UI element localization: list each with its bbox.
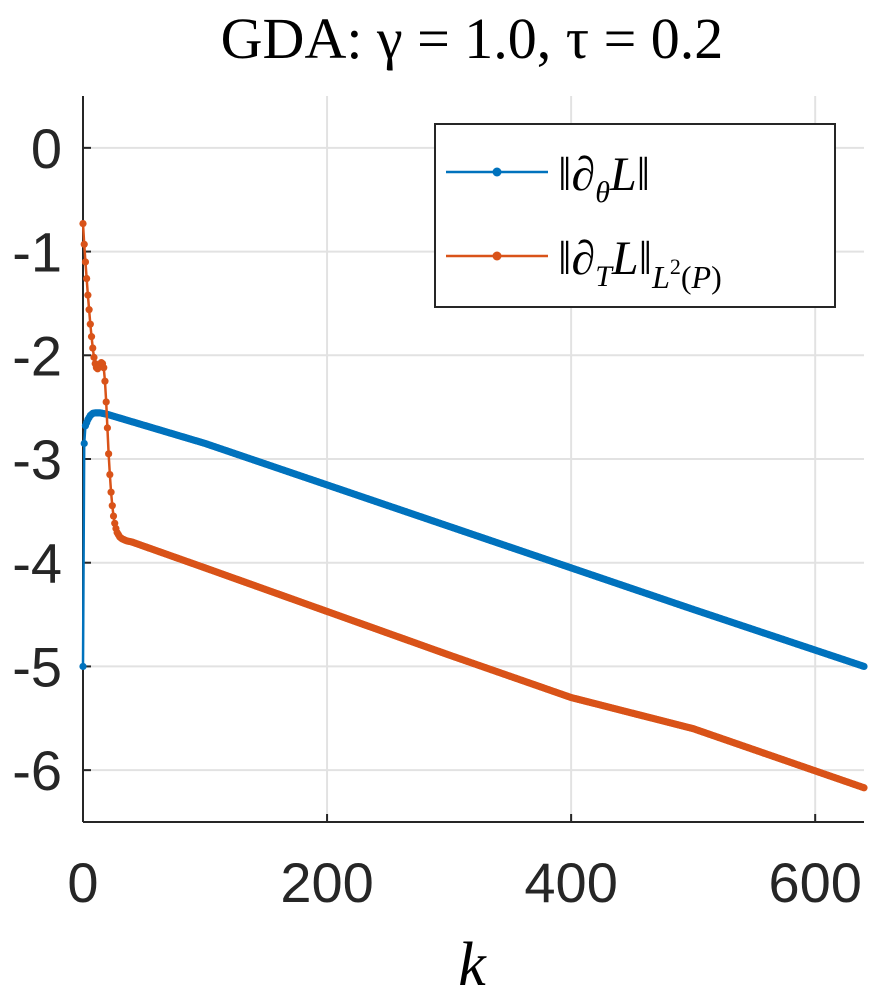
- x-tick-label: 200: [280, 851, 373, 914]
- data-point: [101, 377, 109, 385]
- data-point: [86, 320, 94, 328]
- legend-marker: [492, 167, 502, 177]
- data-point: [85, 306, 93, 314]
- data-point: [107, 488, 115, 496]
- y-tick-label: -2: [12, 324, 62, 387]
- x-axis-label: k: [458, 931, 487, 997]
- series-line: [81, 223, 865, 789]
- data-point: [80, 439, 88, 448]
- chart-title: GDA: γ = 1.0, τ = 0.2: [221, 6, 724, 71]
- data-point: [103, 424, 112, 432]
- data-point: [80, 240, 88, 248]
- legend: ‖∂θL‖‖∂TL‖L2(P): [434, 123, 836, 308]
- data-point: [87, 333, 96, 341]
- data-point: [106, 470, 114, 479]
- y-tick-label: -6: [12, 739, 62, 802]
- data-point: [90, 353, 98, 361]
- data-point: [860, 662, 868, 671]
- data-point: [81, 258, 90, 266]
- y-tick-label: -1: [12, 221, 62, 284]
- data-point: [102, 398, 110, 406]
- data-point: [860, 784, 868, 792]
- series-1: [79, 219, 868, 792]
- plot-area: [79, 219, 868, 792]
- data-point: [89, 344, 97, 352]
- y-tick-label: 0: [31, 117, 62, 180]
- data-point: [79, 219, 87, 228]
- x-tick-label: 0: [67, 851, 98, 914]
- x-tick-label: 600: [768, 851, 861, 914]
- data-point: [108, 502, 116, 510]
- y-tick-label: -5: [12, 635, 62, 698]
- series-0: [79, 409, 868, 671]
- data-point: [105, 450, 113, 458]
- data-point: [83, 274, 91, 283]
- tick-labels: 0 200 400 600 0 -1 -2 -3 -4 -5 -6: [12, 117, 862, 914]
- legend-marker: [492, 251, 502, 261]
- data-point: [79, 662, 87, 671]
- data-point: [84, 291, 92, 299]
- data-point: [100, 364, 108, 372]
- legend-box: [434, 123, 836, 308]
- y-tick-label: -4: [12, 532, 62, 595]
- y-tick-label: -3: [12, 428, 62, 491]
- x-tick-label: 400: [524, 851, 617, 914]
- data-point: [109, 512, 118, 520]
